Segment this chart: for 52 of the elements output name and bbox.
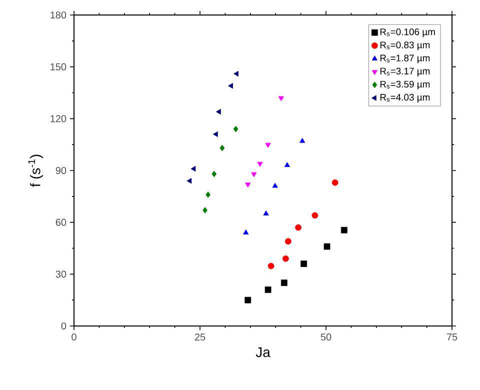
y-tick-label: 30 — [56, 270, 66, 278]
legend-label: R$_{s}$=1.87 µm — [380, 54, 430, 64]
point — [284, 162, 290, 168]
point — [340, 226, 348, 234]
point — [190, 166, 196, 172]
point — [272, 182, 278, 188]
point — [265, 142, 271, 148]
y-tick-label: 180 — [50, 11, 66, 19]
point — [295, 224, 302, 231]
legend-label: R$_{s}$=3.59 µm — [380, 80, 430, 90]
point — [324, 243, 330, 250]
point — [300, 260, 308, 267]
point — [300, 138, 306, 143]
point — [280, 280, 288, 286]
point — [228, 83, 233, 89]
legend-label: R$_{s}$=3.17 µm — [380, 68, 430, 76]
x-tick-label: 0 — [72, 334, 76, 341]
point — [234, 70, 238, 77]
point — [212, 131, 218, 138]
point — [285, 238, 292, 245]
point — [282, 255, 289, 262]
y-tick-label: 0 — [61, 322, 66, 330]
point — [332, 179, 338, 186]
point — [268, 262, 274, 270]
y-tick-label: 120 — [50, 115, 66, 122]
y-tick-label: 150 — [50, 63, 66, 70]
point — [202, 207, 208, 214]
x-axis-title: Ja — [256, 347, 270, 358]
legend-label: R$_{s}$=0.83 µm — [380, 42, 430, 50]
point — [206, 192, 211, 198]
y-axis-title: f (s$^{-1}$) — [28, 154, 44, 187]
point — [263, 210, 269, 216]
point — [220, 144, 225, 152]
point — [264, 286, 272, 293]
point — [244, 296, 252, 304]
point — [278, 96, 284, 102]
point — [186, 178, 192, 184]
point — [312, 212, 318, 219]
x-tick-label: 25 — [194, 334, 206, 341]
legend-label: R$_{s}$=4.03 µm — [380, 94, 430, 103]
x-tick-label: 50 — [320, 334, 332, 341]
legend-label: R$_{s}$=0.106 µm — [380, 28, 435, 38]
point — [212, 170, 217, 178]
point — [245, 182, 251, 188]
point — [251, 172, 257, 178]
point — [233, 126, 238, 132]
point — [216, 108, 221, 115]
point — [243, 230, 249, 234]
y-tick-label: 60 — [56, 218, 66, 226]
x-tick-label: 75 — [446, 334, 458, 340]
y-tick-label: 90 — [56, 166, 66, 174]
point — [257, 162, 263, 167]
